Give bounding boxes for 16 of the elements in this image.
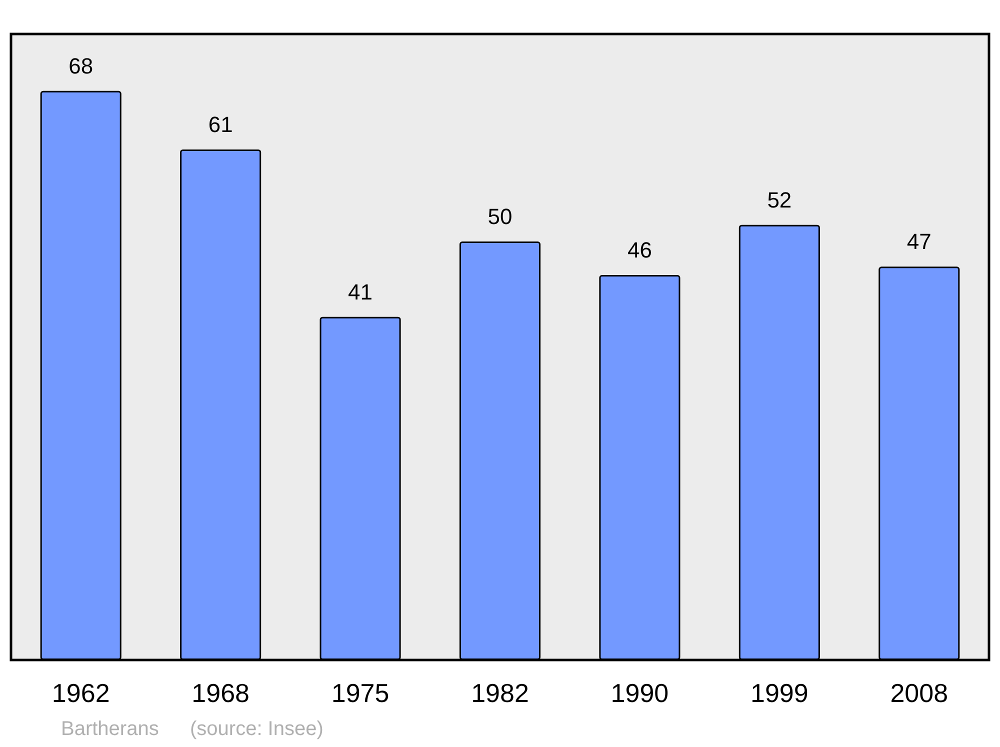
- data-label: 46: [627, 238, 652, 263]
- data-label: 41: [348, 279, 373, 304]
- x-tick-label: 2008: [890, 678, 948, 708]
- data-label: 68: [68, 53, 94, 78]
- data-label: 47: [906, 229, 932, 254]
- text: Bartherans: [61, 718, 159, 740]
- data-label: 52: [767, 187, 792, 212]
- x-tick-label: 1968: [192, 678, 250, 708]
- data-label: 61: [208, 112, 233, 137]
- x-tick-label: 1962: [52, 678, 110, 708]
- data-label: 50: [488, 204, 512, 230]
- text: (source: Insee): [190, 718, 324, 740]
- x-tick-label: 1990: [610, 678, 669, 708]
- x-tick-label: 1982: [471, 678, 529, 708]
- x-tick-label: 1975: [331, 678, 390, 708]
- x-tick-label: 1999: [750, 678, 808, 708]
